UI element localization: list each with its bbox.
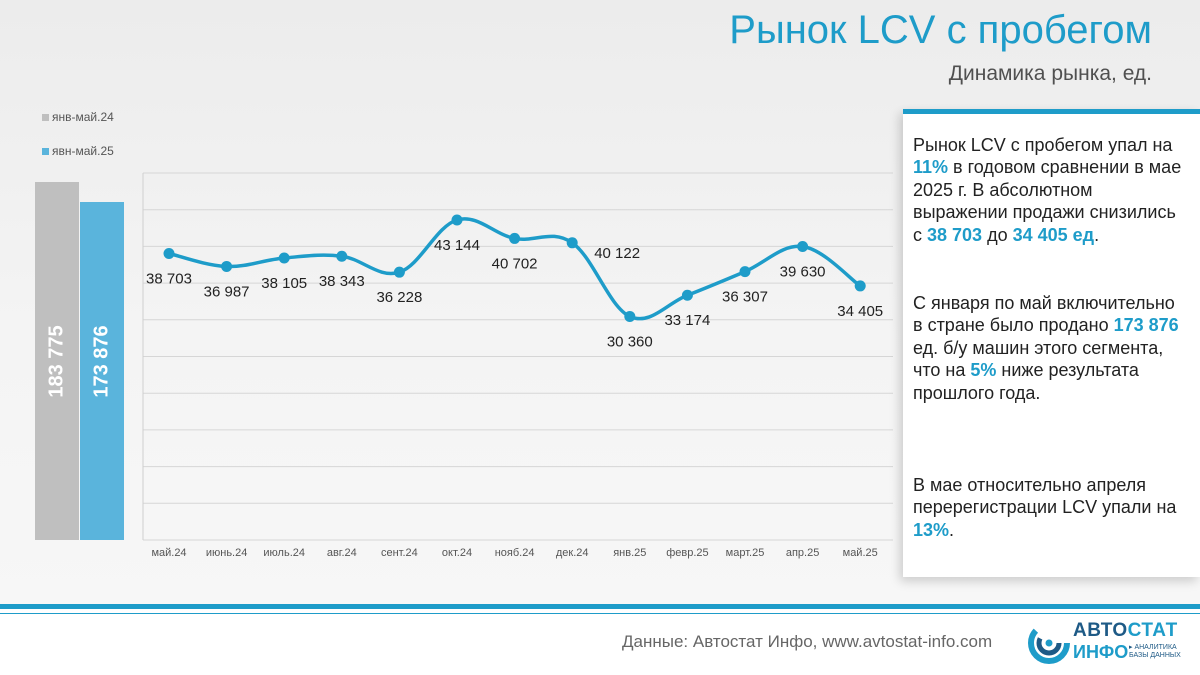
data-point <box>681 289 693 301</box>
ytd-bar-2025 <box>80 202 124 540</box>
footer-divider-thick <box>0 604 1200 609</box>
data-label: 36 228 <box>376 289 422 306</box>
chart-gridlines <box>142 172 893 541</box>
data-label: 33 174 <box>664 312 710 329</box>
data-point <box>451 214 463 226</box>
legend-label-2025: явн-май.25 <box>52 144 114 158</box>
x-tick-label: дек.24 <box>556 547 589 559</box>
p3-text-2: . <box>949 519 955 540</box>
ytd-bar-2024 <box>35 182 79 540</box>
data-label: 38 703 <box>146 271 192 288</box>
data-point <box>221 260 233 272</box>
data-point <box>163 248 175 260</box>
x-tick-label: июль.24 <box>263 547 305 559</box>
logo-word-avto: АВТО <box>1073 620 1128 641</box>
p1-text-4: . <box>1094 224 1100 245</box>
p3-text-1: В мае относительно апреля перерегистраци… <box>913 475 1177 518</box>
commentary-paragraph-1: Рынок LCV с пробегом упал на 11% в годов… <box>913 134 1185 246</box>
x-tick-label: сент.24 <box>381 547 418 559</box>
footer-divider-thin <box>0 613 1200 614</box>
data-label: 40 122 <box>594 245 640 262</box>
data-point <box>566 237 578 249</box>
p2-text-1: С января по май включительно в стране бы… <box>913 293 1175 336</box>
data-label: 38 343 <box>319 273 365 290</box>
x-tick-label: апр.25 <box>786 547 819 559</box>
data-point <box>624 310 636 322</box>
x-tick-label: окт.24 <box>442 547 472 559</box>
legend-swatch-2024 <box>42 113 49 121</box>
logo-swirl-icon <box>1028 622 1070 664</box>
x-tick-label: февр.25 <box>666 547 708 559</box>
chart-points <box>163 214 866 322</box>
p2-text-3: ниже результата прошлого года. <box>913 360 1139 403</box>
x-tick-label: май.24 <box>151 547 186 559</box>
chart-data-labels: 38 703 36 987 38 105 38 343 36 228 43 144 40 7… <box>146 237 883 350</box>
x-tick-label: авг.24 <box>327 547 357 559</box>
x-tick-label: июнь.24 <box>206 547 248 559</box>
x-tick-label: янв.25 <box>613 547 646 559</box>
data-label: 30 360 <box>607 333 653 350</box>
p2-text-2: ед. б/у машин этого сегмента, что на <box>913 337 1164 381</box>
logo-tagline: ▸ АНАЛИТИКА БАЗЫ ДАННЫХ <box>1129 644 1181 659</box>
logo-wordmark-top: АВТОСТАТ <box>1073 620 1178 642</box>
avtostat-logo: АВТОСТАТ ИНФО ▸ АНАЛИТИКА БАЗЫ ДАННЫХ <box>1028 620 1188 668</box>
p1-highlight-2: 38 703 <box>927 224 983 245</box>
logo-wordmark-bottom: ИНФО <box>1073 642 1129 662</box>
data-label: 39 630 <box>780 264 826 281</box>
x-tick-label: май.25 <box>843 547 878 559</box>
legend-swatch-2025 <box>42 147 49 155</box>
data-point <box>739 266 751 278</box>
page-subtitle: Динамика рынка, ед. <box>948 62 1152 85</box>
p2-highlight-1: 173 876 <box>1113 315 1179 336</box>
commentary-paragraph-2: С января по май включительно в стране бы… <box>913 292 1185 404</box>
commentary-panel: Рынок LCV с пробегом упал на 11% в годов… <box>903 109 1200 577</box>
data-point <box>278 252 290 264</box>
monthly-line-chart: 38 703 36 987 38 105 38 343 36 228 43 144 40 7… <box>142 172 893 559</box>
legend-item-2025: явн-май.25 <box>42 144 114 158</box>
data-point <box>393 266 405 278</box>
logo-word-stat: СТАТ <box>1127 620 1178 641</box>
legend-label-2024: янв-май.24 <box>52 110 114 124</box>
data-label: 36 987 <box>204 283 250 300</box>
legend-item-2024: янв-май.24 <box>42 110 114 124</box>
x-tick-label: нояб.24 <box>495 547 535 559</box>
p3-highlight-1: 13% <box>913 519 950 540</box>
data-point <box>854 280 866 292</box>
data-label: 38 105 <box>261 275 307 292</box>
data-label: 34 405 <box>837 303 883 320</box>
chart-x-ticks: май.24 июнь.24 июль.24 авг.24 сент.24 окт.24 н… <box>151 547 877 559</box>
data-label: 40 702 <box>492 255 538 272</box>
p1-highlight-1: 11% <box>913 157 949 178</box>
page-title: Рынок LCV с пробегом <box>729 8 1152 52</box>
p1-text-3: до <box>982 224 1013 245</box>
data-source-text: Данные: Автостат Инфо, www.avtostat-info… <box>622 632 993 651</box>
commentary-paragraph-3: В мае относительно апреля перерегистраци… <box>913 474 1185 541</box>
data-point <box>509 232 521 244</box>
p1-text-2: в годовом сравнении в мае 2025 г. В абсо… <box>913 157 1182 245</box>
data-point <box>797 241 809 253</box>
data-label: 36 307 <box>722 289 768 306</box>
p2-highlight-2: 5% <box>970 360 997 381</box>
data-label: 43 144 <box>434 237 480 254</box>
x-tick-label: март.25 <box>726 547 765 559</box>
data-point <box>336 250 348 262</box>
p1-text-1: Рынок LCV с пробегом упал на <box>913 135 1173 155</box>
p1-highlight-3: 34 405 ед <box>1012 224 1095 245</box>
